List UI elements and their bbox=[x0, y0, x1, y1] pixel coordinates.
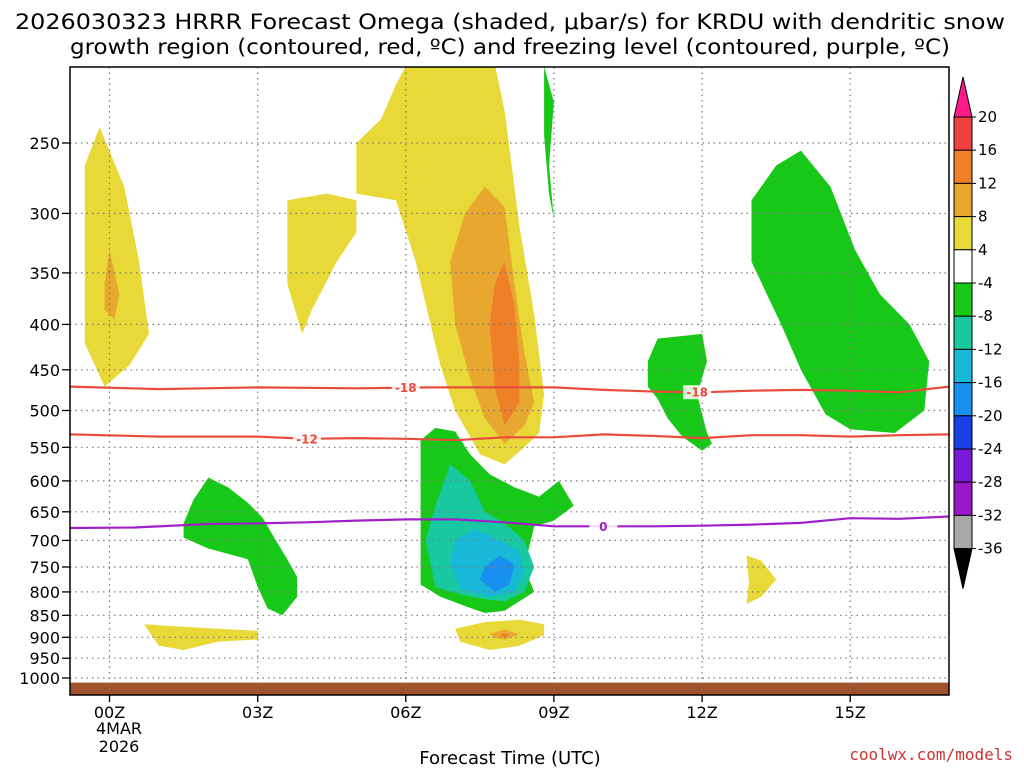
omega-region-omega-4-8-10 bbox=[746, 555, 777, 604]
colorbar-label-minus20: -20 bbox=[978, 407, 1003, 425]
colorbar-label-16: 16 bbox=[978, 141, 997, 159]
chart-title-line2: growth region (contoured, red, ºC) and f… bbox=[70, 35, 950, 59]
contour-label-bg bbox=[589, 519, 618, 534]
omega-region-omega-4-8-2 bbox=[144, 624, 258, 650]
omega-region-omega-neg4-neg8-11 bbox=[183, 477, 298, 616]
contour-label-bg bbox=[391, 380, 420, 395]
y-tick-label-500: 500 bbox=[29, 402, 60, 421]
contour-lines: -18 -18 -12 0 bbox=[70, 380, 949, 534]
contour-label-bg bbox=[683, 385, 712, 400]
credit-text: coolwx.com/models bbox=[849, 745, 1013, 764]
y-tick-label-750: 750 bbox=[29, 558, 60, 577]
x-axis-title: Forecast Time (UTC) bbox=[419, 748, 600, 768]
colorbar-bin-9 bbox=[953, 415, 973, 450]
y-tick-label-550: 550 bbox=[29, 438, 60, 457]
colorbar-bin-0 bbox=[953, 116, 973, 151]
omega-region-omega-4-8-0 bbox=[84, 127, 149, 387]
omega-region-omega-neg4-neg8-18 bbox=[751, 150, 930, 433]
colorbar-bin-6 bbox=[953, 315, 973, 350]
y-tick-label-300: 300 bbox=[29, 204, 60, 223]
colorbar-label-minus36: -36 bbox=[978, 540, 1003, 558]
colorbar-bin-3 bbox=[953, 216, 973, 251]
y-tick-label-450: 450 bbox=[29, 361, 60, 380]
colorbar-bin-5 bbox=[953, 282, 973, 317]
colorbar-label-minus32: -32 bbox=[978, 506, 1003, 524]
y-tick-label-1000: 1000 bbox=[19, 669, 60, 688]
colorbar-label-minus28: -28 bbox=[978, 473, 1003, 491]
colorbar-bin-8 bbox=[953, 382, 973, 417]
x-tick-label-12Z: 12Z bbox=[686, 703, 717, 722]
y-tick-label-950: 950 bbox=[29, 649, 60, 668]
y-axis-ticks: 250 300 350 400 450 500 550 600 650 700 750 800 850 9… bbox=[19, 134, 70, 688]
contour-label-0: 0 bbox=[599, 520, 607, 534]
omega-region-omega-12-16-6 bbox=[489, 261, 520, 426]
y-tick-label-250: 250 bbox=[29, 134, 60, 153]
y-tick-label-650: 650 bbox=[29, 503, 60, 522]
x-tick-label-00Z: 00Z bbox=[94, 703, 125, 722]
contour-label-minus18: -18 bbox=[395, 381, 417, 395]
colorbar-label-minus4: -4 bbox=[978, 274, 993, 292]
colorbar-label-4: 4 bbox=[978, 241, 988, 259]
plot-frame bbox=[69, 66, 950, 696]
y-tick-label-600: 600 bbox=[29, 472, 60, 491]
x-date-label-year: 2026 bbox=[99, 737, 140, 756]
colorbar-bottom-arrow bbox=[953, 548, 973, 589]
colorbar-bin-4 bbox=[953, 249, 973, 284]
omega-region-omega-4-8-3 bbox=[287, 193, 357, 334]
colorbar-label-minus12: -12 bbox=[978, 340, 1003, 358]
y-tick-label-400: 400 bbox=[29, 315, 60, 334]
gridlines bbox=[70, 67, 949, 695]
contour-label-minus12: -12 bbox=[296, 432, 318, 446]
contour-dgz--18c bbox=[70, 385, 949, 394]
y-tick-label-700: 700 bbox=[29, 531, 60, 550]
y-tick-label-350: 350 bbox=[29, 264, 60, 283]
x-tick-label-03Z: 03Z bbox=[242, 703, 273, 722]
colorbar-bin-11 bbox=[953, 481, 973, 516]
x-axis-ticks: 00Z 03Z 06Z 09Z 12Z 15Z bbox=[94, 695, 866, 722]
y-tick-label-900: 900 bbox=[29, 628, 60, 647]
y-tick-label-850: 850 bbox=[29, 606, 60, 625]
x-tick-label-15Z: 15Z bbox=[835, 703, 866, 722]
contour-label-minus18: -18 bbox=[686, 386, 708, 400]
colorbar-label-20: 20 bbox=[978, 108, 997, 126]
colorbar-bin-7 bbox=[953, 348, 973, 384]
colorbar-label-12: 12 bbox=[978, 174, 997, 192]
colorbar-bin-12 bbox=[953, 514, 973, 550]
omega-region-omega-8-12-1 bbox=[104, 250, 120, 320]
x-tick-label-06Z: 06Z bbox=[390, 703, 421, 722]
colorbar-bin-2 bbox=[953, 182, 973, 218]
colorbar-label-minus16: -16 bbox=[978, 374, 1003, 392]
colorbar-label-8: 8 bbox=[978, 208, 988, 226]
ground-surface bbox=[70, 682, 949, 695]
colorbar-bin-10 bbox=[953, 448, 973, 483]
x-tick-label-09Z: 09Z bbox=[538, 703, 569, 722]
omega-region-omega-12-16-9 bbox=[499, 633, 510, 638]
colorbar-bin-1 bbox=[953, 149, 973, 184]
y-tick-label-800: 800 bbox=[29, 583, 60, 602]
contour-dgz--12c bbox=[70, 433, 949, 442]
colorbar-label-minus8: -8 bbox=[978, 307, 993, 325]
contour-label-bg bbox=[293, 431, 321, 446]
omega-region-omega-neg16-neg20-15 bbox=[479, 555, 515, 592]
contour-freezing-level bbox=[70, 515, 949, 530]
chart-title-line1: 2026030323 HRRR Forecast Omega (shaded, … bbox=[15, 10, 1005, 34]
x-date-label-month: 4MAR bbox=[96, 719, 142, 738]
colorbar: 20 16 12 8 4 -4 -8 -12 -16 -20 -24 -28 -32 -36 bbox=[953, 76, 1003, 589]
omega-shaded-regions bbox=[84, 67, 930, 650]
colorbar-label-minus24: -24 bbox=[978, 440, 1003, 458]
